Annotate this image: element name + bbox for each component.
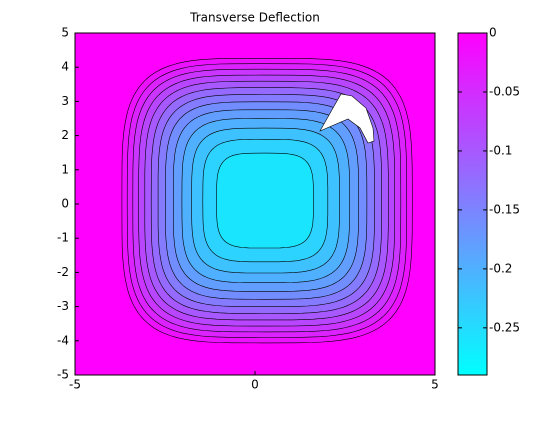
y-tick-label: 4 [61, 60, 69, 74]
y-tick-label: 2 [61, 128, 69, 142]
y-tick-label: 1 [61, 162, 69, 176]
y-tick-label: 0 [61, 197, 69, 211]
hole [319, 93, 375, 144]
y-tick-label: -4 [57, 333, 69, 347]
plot-area [75, 33, 435, 375]
y-tick-label: -2 [57, 265, 69, 279]
colorbar-tick-label: -0.05 [489, 84, 520, 98]
y-tick-label: -1 [57, 231, 69, 245]
colorbar-tick-label: -0.1 [489, 143, 512, 157]
x-tick-label: 0 [251, 378, 259, 392]
y-tick-label: -5 [57, 368, 69, 382]
colorbar-tick-label: -0.2 [489, 261, 512, 275]
y-tick-label: 5 [61, 26, 69, 40]
y-tick-label: 3 [61, 94, 69, 108]
colorbar [457, 32, 488, 376]
y-tick-label: -3 [57, 299, 69, 313]
colorbar-tick-label: 0 [489, 26, 497, 40]
x-tick-label: -5 [69, 378, 81, 392]
colorbar-tick-label: -0.15 [489, 202, 520, 216]
contour [216, 152, 314, 249]
x-tick-label: 5 [431, 378, 439, 392]
colorbar-tick-label: -0.25 [489, 320, 520, 334]
chart-title: Transverse Deflection [189, 11, 320, 25]
